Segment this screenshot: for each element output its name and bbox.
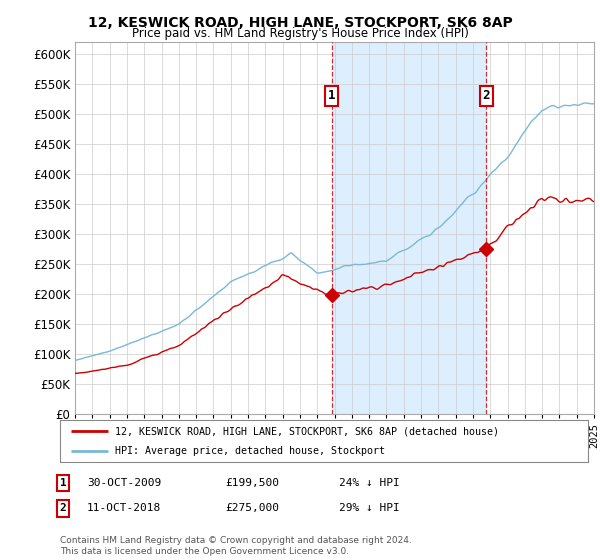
Text: 12, KESWICK ROAD, HIGH LANE, STOCKPORT, SK6 8AP (detached house): 12, KESWICK ROAD, HIGH LANE, STOCKPORT, … (115, 426, 499, 436)
Bar (332, 42, 487, 414)
Text: £275,000: £275,000 (225, 503, 279, 514)
Text: Contains HM Land Registry data © Crown copyright and database right 2024.
This d: Contains HM Land Registry data © Crown c… (60, 536, 412, 556)
Text: 1: 1 (59, 478, 67, 488)
Text: 12, KESWICK ROAD, HIGH LANE, STOCKPORT, SK6 8AP: 12, KESWICK ROAD, HIGH LANE, STOCKPORT, … (88, 16, 512, 30)
Text: 11-OCT-2018: 11-OCT-2018 (87, 503, 161, 514)
Text: 29% ↓ HPI: 29% ↓ HPI (339, 503, 400, 514)
Text: 1: 1 (328, 90, 335, 102)
Text: £199,500: £199,500 (225, 478, 279, 488)
Text: 2: 2 (482, 90, 490, 102)
Text: 30-OCT-2009: 30-OCT-2009 (87, 478, 161, 488)
Text: 2: 2 (59, 503, 67, 514)
Text: HPI: Average price, detached house, Stockport: HPI: Average price, detached house, Stoc… (115, 446, 385, 456)
Text: Price paid vs. HM Land Registry's House Price Index (HPI): Price paid vs. HM Land Registry's House … (131, 27, 469, 40)
Text: 24% ↓ HPI: 24% ↓ HPI (339, 478, 400, 488)
